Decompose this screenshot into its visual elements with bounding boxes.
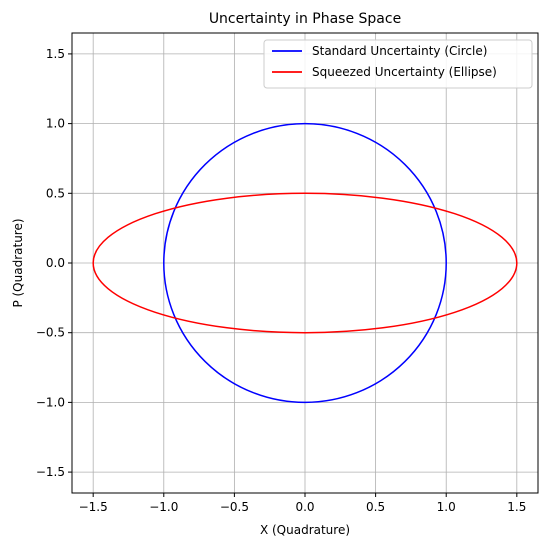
- series-layer: [92, 122, 518, 404]
- x-tick-label: −1.0: [149, 500, 178, 514]
- x-tick-label: −1.5: [79, 500, 108, 514]
- y-tick-label: 1.5: [46, 47, 65, 61]
- y-axis-ticks: −1.5 −1.0 −0.5 0.0 0.5 1.0 1.5: [36, 47, 72, 479]
- legend-label: Squeezed Uncertainty (Ellipse): [312, 65, 497, 79]
- series-1-curve: [163, 122, 447, 404]
- legend-label: Standard Uncertainty (Circle): [312, 44, 487, 58]
- series-2-curve: [92, 192, 518, 334]
- chart-title: Uncertainty in Phase Space: [209, 11, 401, 27]
- legend-box: [263, 39, 533, 89]
- y-tick-label: −0.5: [36, 326, 65, 340]
- x-tick-label: 0.5: [366, 500, 385, 514]
- y-tick-label: −1.5: [36, 465, 65, 479]
- x-tick-label: 1.0: [437, 500, 456, 514]
- grid: [72, 33, 538, 493]
- x-tick-label: −0.5: [220, 500, 249, 514]
- x-axis-label: X (Quadrature): [260, 523, 350, 537]
- y-tick-label: −1.0: [36, 395, 65, 409]
- y-tick-label: 0.0: [46, 256, 65, 270]
- y-tick-label: 1.0: [46, 117, 65, 131]
- legend: Standard Uncertainty (Circle) Squeezed Un…: [263, 39, 533, 89]
- x-tick-label: 1.5: [507, 500, 526, 514]
- x-axis-ticks: −1.5 −1.0 −0.5 0.0 0.5 1.0 1.5: [79, 493, 526, 514]
- y-axis-label: P (Quadrature): [11, 218, 25, 307]
- x-tick-label: 0.0: [295, 500, 314, 514]
- y-tick-label: 0.5: [46, 186, 65, 200]
